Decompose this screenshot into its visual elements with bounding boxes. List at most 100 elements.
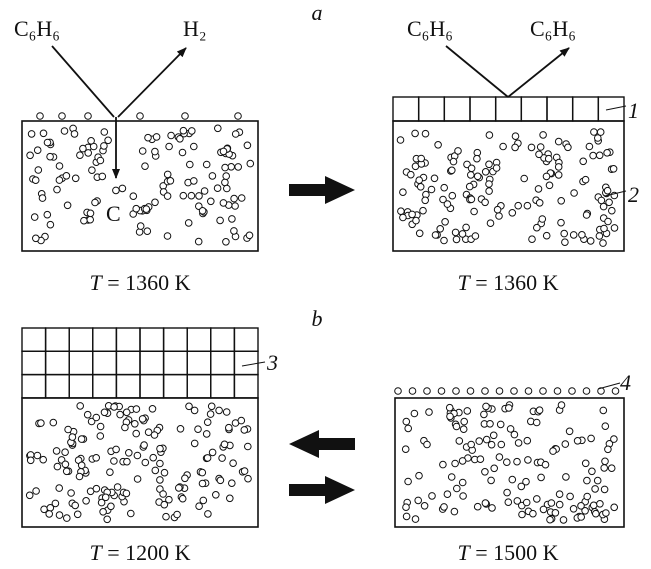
arrow xyxy=(52,46,114,117)
particle xyxy=(523,499,530,506)
particle xyxy=(556,491,563,498)
particle xyxy=(500,143,507,150)
particle xyxy=(580,158,587,165)
particle xyxy=(208,403,215,410)
particle xyxy=(593,510,600,517)
particle xyxy=(208,198,215,205)
particle xyxy=(461,418,468,425)
particle xyxy=(168,132,175,139)
particle xyxy=(566,428,573,435)
particle xyxy=(191,178,198,185)
particle xyxy=(417,184,424,191)
particle xyxy=(536,200,543,207)
particle xyxy=(426,409,433,416)
particle xyxy=(191,440,198,447)
particle xyxy=(496,388,503,395)
particle xyxy=(466,183,473,190)
particle xyxy=(134,476,141,483)
particle xyxy=(139,148,146,155)
particle xyxy=(512,144,519,151)
arrow xyxy=(118,48,186,117)
particle xyxy=(141,442,148,449)
particle xyxy=(459,479,466,486)
particle xyxy=(113,187,120,194)
carbon-layer xyxy=(393,97,624,121)
particle xyxy=(512,133,519,140)
cell xyxy=(164,351,188,374)
particle xyxy=(422,197,429,204)
particle xyxy=(535,186,542,193)
panel-label: a xyxy=(312,0,323,25)
particle xyxy=(416,230,423,237)
particle xyxy=(230,460,237,467)
cell xyxy=(116,328,140,351)
particle xyxy=(81,217,88,224)
particle xyxy=(157,460,164,467)
particle xyxy=(482,169,489,176)
particle xyxy=(611,504,618,511)
particle xyxy=(525,457,532,464)
particle xyxy=(62,461,69,468)
particle xyxy=(591,129,598,136)
particle xyxy=(179,149,186,156)
cell xyxy=(521,97,547,121)
particle xyxy=(409,211,416,218)
particle xyxy=(571,190,578,197)
particle xyxy=(608,465,615,472)
particle xyxy=(124,458,131,465)
cell xyxy=(140,375,164,398)
particle xyxy=(76,473,83,480)
particle xyxy=(119,185,126,192)
particle xyxy=(578,514,585,521)
particle xyxy=(601,225,608,232)
particle xyxy=(97,433,104,440)
cell xyxy=(211,351,235,374)
particle xyxy=(203,431,210,438)
cell xyxy=(211,328,235,351)
cell xyxy=(116,351,140,374)
particle xyxy=(468,165,475,172)
particle xyxy=(185,220,192,227)
particle xyxy=(441,184,448,191)
particle xyxy=(232,131,239,138)
particle xyxy=(582,460,589,467)
label-1: 1 xyxy=(628,98,639,123)
particle xyxy=(442,219,449,226)
cell xyxy=(187,328,211,351)
reactant: C₆H₆ xyxy=(407,16,453,41)
particle xyxy=(231,228,238,235)
figure: a C₆H₆ H₂ C T = 1360 K C₆H₆ C₆H₆ 1 2 T =… xyxy=(0,0,651,569)
particle xyxy=(611,225,618,232)
particle xyxy=(476,438,483,445)
cell xyxy=(22,351,46,374)
particle xyxy=(132,421,139,428)
particle xyxy=(463,224,470,231)
particle xyxy=(574,438,581,445)
process-arrow xyxy=(289,176,355,204)
particle xyxy=(56,163,63,170)
particle xyxy=(530,510,537,517)
particle xyxy=(471,208,478,215)
particle xyxy=(521,175,528,182)
cell xyxy=(234,375,258,398)
particle xyxy=(554,388,561,395)
cell xyxy=(187,351,211,374)
particle xyxy=(235,113,242,120)
particle xyxy=(584,493,591,500)
particle xyxy=(398,208,405,215)
particle xyxy=(122,424,129,431)
particle xyxy=(416,177,423,184)
particle xyxy=(515,440,522,447)
particle xyxy=(602,458,609,465)
particle xyxy=(589,468,596,475)
particle xyxy=(164,233,171,240)
particle xyxy=(601,486,608,493)
particle xyxy=(489,505,496,512)
cell xyxy=(69,351,93,374)
particle xyxy=(509,476,516,483)
particle xyxy=(231,195,238,202)
particle xyxy=(56,177,63,184)
particle xyxy=(157,445,164,452)
particle xyxy=(224,185,231,192)
particle xyxy=(142,459,149,466)
